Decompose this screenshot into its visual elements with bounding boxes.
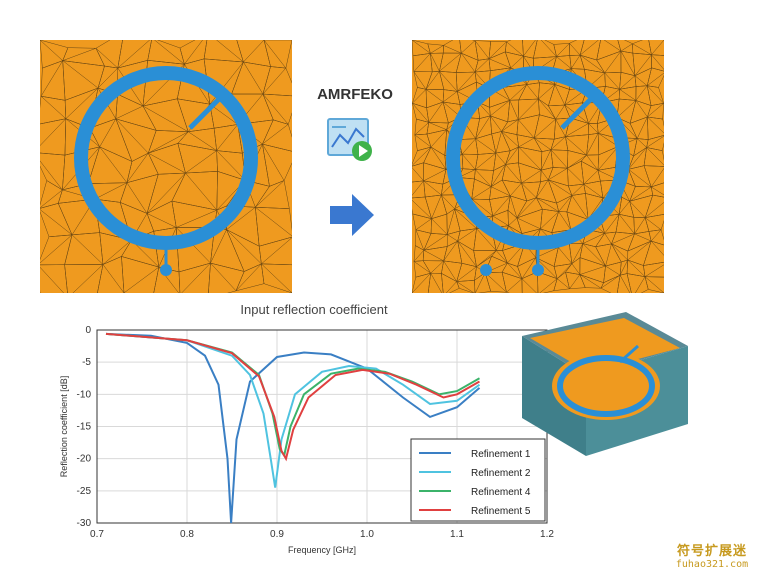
legend-label: Refinement 1 [471,449,531,460]
legend-label: Refinement 4 [471,487,531,498]
y-tick-label: -15 [77,422,92,433]
reflection-coefficient-chart: 0.7 0.8 0.9 1.0 1.1 1.2 0 -5 -10 -15 -20 -25 -30 Fr… [59,325,554,555]
x-tick-label: 1.2 [540,529,554,540]
antenna-slot [560,90,600,130]
y-ticks: 0 -5 -10 -15 -20 -25 -30 [77,325,92,529]
series-line-1 [105,332,481,524]
y-tick-label: -10 [77,389,92,400]
y-tick-label: -5 [82,357,91,368]
feed-point [480,264,492,276]
y-tick-label: -30 [77,518,92,529]
3d-antenna-model-image [522,312,688,456]
x-tick-label: 0.9 [270,529,284,540]
x-tick-label: 1.0 [360,529,374,540]
right-arrow-icon [330,194,374,236]
x-tick-label: 0.7 [90,529,104,540]
series-lines [105,332,481,524]
y-axis-label: Reflection coefficient [dB] [59,376,69,477]
x-tick-label: 1.1 [450,529,464,540]
watermark-cn: 符号扩展迷 [676,544,747,559]
feed-point [160,264,172,276]
chart-title: Input reflection coefficient [240,302,388,317]
watermark-url: fuhao321.com [675,559,749,570]
antenna-slot [188,90,228,130]
watermark: 符号扩展迷 fuhao321.com [662,540,762,570]
legend-label: Refinement 2 [471,468,531,479]
x-tick-label: 0.8 [180,529,194,540]
y-tick-label: 0 [85,325,91,336]
x-axis-label: Frequency [GHz] [288,545,356,555]
series-line-4 [105,332,480,462]
x-ticks: 0.7 0.8 0.9 1.0 1.1 1.2 [90,529,554,540]
mesh-lines [40,40,292,293]
refined-mesh-image [412,40,664,293]
feko-application-icon [327,118,372,161]
chart-legend: Refinement 1 Refinement 2 Refinement 4 Refi… [410,438,546,522]
amrfeko-label: AMRFEKO [317,86,393,103]
y-tick-label: -25 [77,486,92,497]
series-line-2 [105,332,481,488]
feed-point [532,264,544,276]
y-tick-label: -20 [77,454,92,465]
initial-mesh-image [40,40,292,293]
legend-label: Refinement 5 [471,506,531,517]
